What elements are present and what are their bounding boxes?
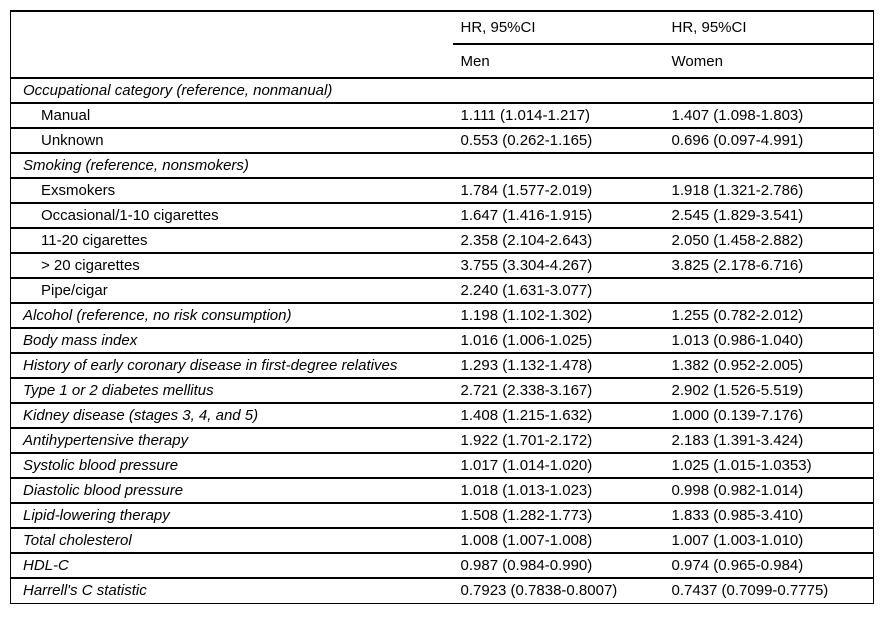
row-label-variable: Kidney disease (stages 3, 4, and 5) (10, 403, 453, 429)
women-hr-value: 2.902 (1.526-5.519) (663, 378, 874, 404)
table-row: Antihypertensive therapy 1.922 (1.701-2.1… (10, 428, 874, 454)
table-row: > 20 cigarettes 3.755 (3.304-4.267) 3.825 … (10, 253, 874, 279)
row-label-variable: Harrell's C statistic (10, 578, 453, 604)
table-row: Diastolic blood pressure 1.018 (1.013-1.0… (10, 478, 874, 504)
men-hr-value: 1.198 (1.102-1.302) (452, 303, 664, 329)
row-label-variable: Total cholesterol (10, 528, 453, 554)
men-hr-value (452, 78, 664, 104)
row-label-subcategory: > 20 cigarettes (10, 253, 453, 279)
women-hr-value: 1.255 (0.782-2.012) (663, 303, 874, 329)
men-hr-value: 0.987 (0.984-0.990) (452, 553, 664, 579)
women-hr-value: 2.183 (1.391-3.424) (663, 428, 874, 454)
header-group-row: HR, 95%CI HR, 95%CI (10, 11, 874, 79)
men-hr-value: 1.008 (1.007-1.008) (452, 528, 664, 554)
table-row: Alcohol (reference, no risk consumption)… (10, 303, 874, 329)
row-label-variable: Lipid-lowering therapy (10, 503, 453, 529)
men-hr-value: 1.111 (1.014-1.217) (452, 103, 664, 129)
header-group-men: HR, 95%CI (452, 11, 664, 45)
row-label-subcategory: Unknown (10, 128, 453, 154)
table-row: Occupational category (reference, nonman… (10, 78, 874, 104)
row-label-variable: Type 1 or 2 diabetes mellitus (10, 378, 453, 404)
table-header: HR, 95%CI HR, 95%CI Men Women (10, 11, 874, 79)
row-label-variable: Alcohol (reference, no risk consumption) (10, 303, 453, 329)
women-hr-value (663, 78, 874, 104)
women-hr-value: 1.407 (1.098-1.803) (663, 103, 874, 129)
women-hr-value: 3.825 (2.178-6.716) (663, 253, 874, 279)
table-row: Type 1 or 2 diabetes mellitus 2.721 (2.33… (10, 378, 874, 404)
men-hr-value: 1.293 (1.132-1.478) (452, 353, 664, 379)
header-group-women: HR, 95%CI (663, 11, 874, 45)
men-hr-value: 1.016 (1.006-1.025) (452, 328, 664, 354)
table-row: Smoking (reference, nonsmokers) (10, 153, 874, 179)
header-corner-cell (10, 11, 453, 79)
women-hr-value: 0.974 (0.965-0.984) (663, 553, 874, 579)
women-hr-value: 2.050 (1.458-2.882) (663, 228, 874, 254)
row-label-variable: HDL-C (10, 553, 453, 579)
women-hr-value (663, 153, 874, 179)
row-label-subcategory: 11-20 cigarettes (10, 228, 453, 254)
row-label-variable: Systolic blood pressure (10, 453, 453, 479)
men-hr-value: 1.647 (1.416-1.915) (452, 203, 664, 229)
women-hr-value (663, 278, 874, 304)
table-row: HDL-C 0.987 (0.984-0.990) 0.974 (0.965-0.9… (10, 553, 874, 579)
table-row: Manual 1.111 (1.014-1.217) 1.407 (1.098-1.… (10, 103, 874, 129)
men-hr-value (452, 153, 664, 179)
men-hr-value: 0.553 (0.262-1.165) (452, 128, 664, 154)
women-hr-value: 1.833 (0.985-3.410) (663, 503, 874, 529)
women-hr-value: 1.000 (0.139-7.176) (663, 403, 874, 429)
table-row: Systolic blood pressure 1.017 (1.014-1.02… (10, 453, 874, 479)
women-hr-value: 1.007 (1.003-1.010) (663, 528, 874, 554)
table-row: 11-20 cigarettes 2.358 (2.104-2.643) 2.050… (10, 228, 874, 254)
men-hr-value: 2.240 (1.631-3.077) (452, 278, 664, 304)
row-label-variable: Body mass index (10, 328, 453, 354)
men-hr-value: 1.408 (1.215-1.632) (452, 403, 664, 429)
row-label-variable: Antihypertensive therapy (10, 428, 453, 454)
row-label-subcategory: Occasional/1-10 cigarettes (10, 203, 453, 229)
men-hr-value: 2.358 (2.104-2.643) (452, 228, 664, 254)
row-label-variable: Occupational category (reference, nonman… (10, 78, 453, 104)
header-sex-row: Men Women (11, 44, 874, 79)
women-hr-value: 0.998 (0.982-1.014) (663, 478, 874, 504)
women-hr-value: 1.013 (0.986-1.040) (663, 328, 874, 354)
table-row: Harrell's C statistic 0.7923 (0.7838-0.80… (10, 578, 874, 604)
header-col-men: Men (452, 44, 664, 79)
hazard-ratio-table-sheet: HR, 95%CI HR, 95%CI Men Women Occupation… (10, 10, 874, 604)
row-label-subcategory: Pipe/cigar (10, 278, 453, 304)
women-hr-value: 1.025 (1.015-1.0353) (663, 453, 874, 479)
row-label-subcategory: Manual (10, 103, 453, 129)
row-label-subcategory: Exsmokers (10, 178, 453, 204)
table-body: Occupational category (reference, nonman… (10, 78, 874, 604)
row-label-variable: History of early coronary disease in fir… (10, 353, 453, 379)
men-hr-value: 0.7923 (0.7838-0.8007) (452, 578, 664, 604)
row-label-variable: Smoking (reference, nonsmokers) (10, 153, 453, 179)
table-row: Total cholesterol 1.008 (1.007-1.008) 1.00… (10, 528, 874, 554)
hazard-ratio-table: HR, 95%CI HR, 95%CI Men Women Occupation… (10, 10, 874, 604)
table-row: History of early coronary disease in fir… (10, 353, 874, 379)
table-row: Unknown 0.553 (0.262-1.165) 0.696 (0.097-4… (10, 128, 874, 154)
women-hr-value: 1.918 (1.321-2.786) (663, 178, 874, 204)
men-hr-value: 1.508 (1.282-1.773) (452, 503, 664, 529)
table-row: Exsmokers 1.784 (1.577-2.019) 1.918 (1.321… (10, 178, 874, 204)
men-hr-value: 1.922 (1.701-2.172) (452, 428, 664, 454)
women-hr-value: 2.545 (1.829-3.541) (663, 203, 874, 229)
table-row: Lipid-lowering therapy 1.508 (1.282-1.773… (10, 503, 874, 529)
header-col-women: Women (663, 44, 874, 79)
row-label-variable: Diastolic blood pressure (10, 478, 453, 504)
men-hr-value: 3.755 (3.304-4.267) (452, 253, 664, 279)
table-row: Body mass index 1.016 (1.006-1.025) 1.013 … (10, 328, 874, 354)
men-hr-value: 2.721 (2.338-3.167) (452, 378, 664, 404)
women-hr-value: 1.382 (0.952-2.005) (663, 353, 874, 379)
women-hr-value: 0.696 (0.097-4.991) (663, 128, 874, 154)
table-row: Kidney disease (stages 3, 4, and 5) 1.408… (10, 403, 874, 429)
table-row: Pipe/cigar 2.240 (1.631-3.077) (10, 278, 874, 304)
men-hr-value: 1.784 (1.577-2.019) (452, 178, 664, 204)
table-row: Occasional/1-10 cigarettes 1.647 (1.416-1… (10, 203, 874, 229)
men-hr-value: 1.018 (1.013-1.023) (452, 478, 664, 504)
men-hr-value: 1.017 (1.014-1.020) (452, 453, 664, 479)
women-hr-value: 0.7437 (0.7099-0.7775) (663, 578, 874, 604)
